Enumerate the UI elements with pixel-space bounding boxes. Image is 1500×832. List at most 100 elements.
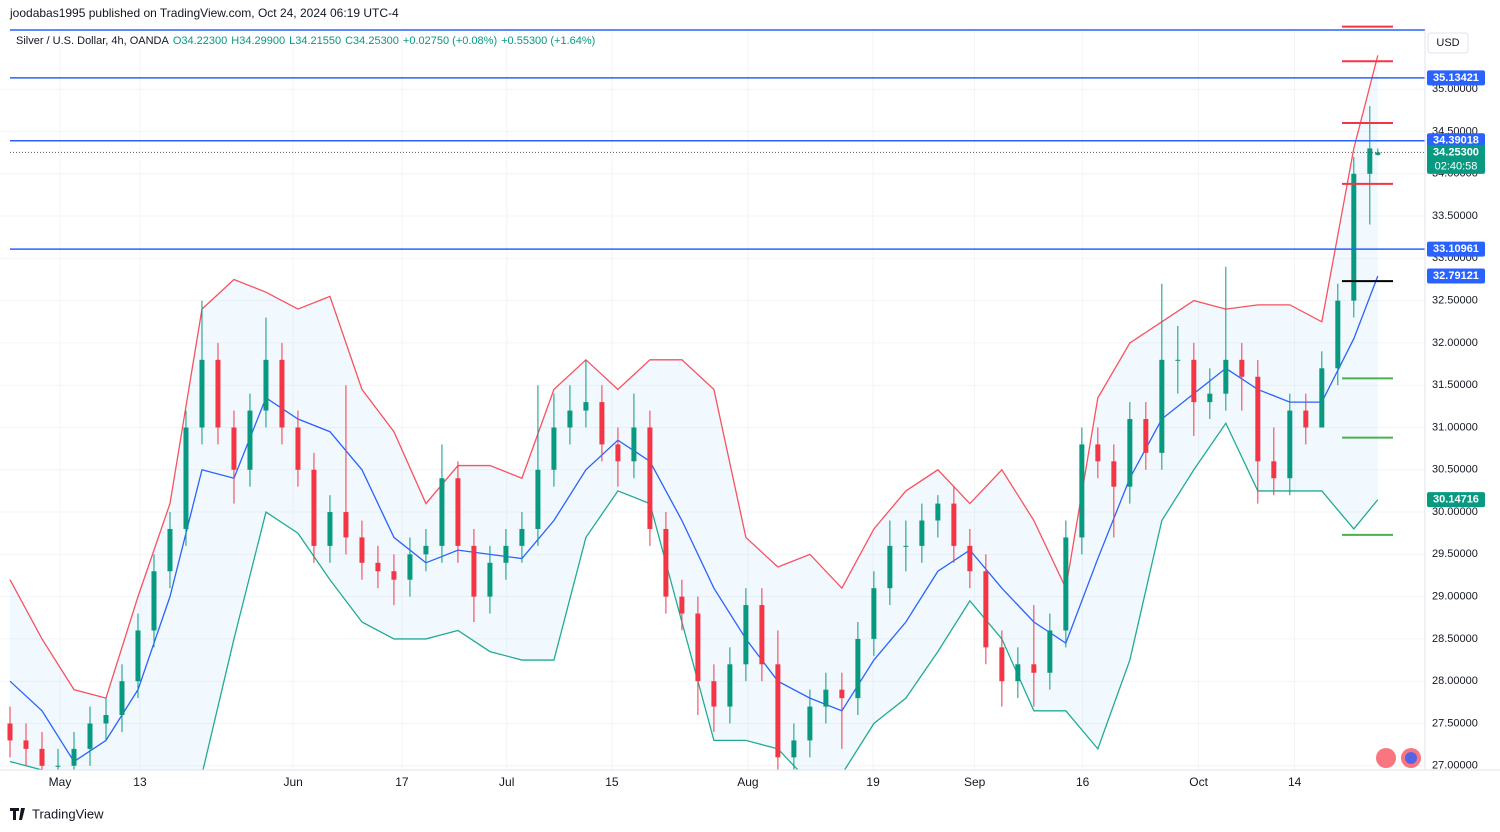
legend-item: +0.55300 (+1.64%): [501, 35, 595, 47]
candle-body: [1335, 300, 1341, 369]
y-tick-label: 30.00000: [1432, 506, 1478, 518]
candle-body: [487, 562, 493, 597]
y-tick-label: 35.00000: [1432, 83, 1478, 95]
candle-body: [23, 740, 29, 749]
price-label-box: [1427, 133, 1485, 149]
candle-body: [375, 562, 381, 572]
candle-body: [391, 571, 397, 580]
plot: [0, 30, 1425, 770]
candle-body: [535, 469, 541, 529]
candle-body: [135, 630, 141, 682]
flag-icon[interactable]: [1376, 748, 1396, 768]
candle-body: [503, 545, 509, 563]
price-label-box: [1427, 268, 1485, 284]
y-tick-label: 28.50000: [1432, 633, 1478, 645]
price-label: 34.39018: [1433, 135, 1479, 147]
x-tick-label: 16: [1076, 775, 1090, 789]
candle-body: [615, 444, 621, 462]
legend-item: C34.25300: [345, 35, 399, 47]
candle-body: [1111, 461, 1117, 487]
candle-body: [519, 528, 525, 546]
candle-body: [1351, 173, 1357, 301]
flag-icon: [1405, 752, 1417, 764]
candle-body: [855, 638, 861, 699]
candle-body: [983, 571, 989, 648]
candle-body: [151, 571, 157, 631]
candle-body: [1127, 419, 1133, 487]
candle-body: [1207, 393, 1213, 403]
candle-body: [359, 537, 365, 563]
candle-body: [647, 427, 653, 529]
y-tick-label: 30.50000: [1432, 464, 1478, 476]
candle-body: [807, 706, 813, 741]
x-tick-label: Sep: [964, 775, 986, 789]
currency-box[interactable]: [1427, 32, 1469, 54]
y-tick-label: 27.50000: [1432, 717, 1478, 729]
candle-body: [1031, 664, 1037, 673]
candle-body: [167, 528, 173, 572]
legend-item: H34.29900: [231, 35, 285, 47]
candle-body: [471, 545, 477, 597]
candle-body: [1367, 148, 1373, 174]
y-tick-label: 33.50000: [1432, 210, 1478, 222]
legend-item: L34.21550: [289, 35, 341, 47]
candle-body: [823, 689, 829, 707]
candle-body: [455, 478, 461, 546]
candle-body: [119, 681, 125, 716]
candle-body: [295, 427, 301, 470]
price-label-box: [1427, 70, 1485, 86]
candle-body: [71, 748, 77, 766]
candle-body: [1223, 359, 1229, 394]
y-tick-label: 32.00000: [1432, 337, 1478, 349]
y-tick-label: 32.50000: [1432, 295, 1478, 307]
y-tick-label: 27.00000: [1432, 760, 1478, 772]
x-tick-label: 14: [1288, 775, 1302, 789]
candle-body: [279, 359, 285, 428]
candle-body: [599, 402, 605, 445]
candle-body: [87, 723, 93, 749]
legend: Silver / U.S. Dollar, 4h, OANDA O34.22300…: [16, 35, 595, 47]
band-fill: [10, 55, 1378, 770]
candle-body: [551, 427, 557, 470]
candle-body: [1063, 537, 1069, 631]
candle-body: [775, 664, 781, 758]
candle-body: [631, 427, 637, 462]
candle-body: [919, 520, 925, 546]
candle-body: [7, 723, 13, 741]
candle-body: [183, 427, 189, 529]
candle-body: [887, 545, 893, 589]
candle-body: [727, 664, 733, 707]
y-tick-label: 29.00000: [1432, 591, 1478, 603]
candle-body: [871, 588, 877, 639]
x-tick-label: Aug: [737, 775, 758, 789]
x-tick-label: 13: [133, 775, 147, 789]
currency[interactable]: USD: [1436, 37, 1459, 49]
candle-body: [663, 528, 669, 597]
header: joodabas1995 published on TradingView.co…: [9, 6, 399, 20]
candle-body: [567, 410, 573, 428]
price-label-box: [1427, 492, 1485, 508]
candle-body: [1047, 630, 1053, 673]
candle-body: [1095, 444, 1101, 462]
y-tick-label: 28.00000: [1432, 675, 1478, 687]
band-line: [9, 275, 1379, 763]
band-line: [9, 55, 1379, 699]
candle-body: [791, 740, 797, 758]
candle-body: [1143, 419, 1149, 453]
candle-body: [583, 402, 589, 411]
candle-body: [951, 503, 957, 546]
candle-body: [1079, 444, 1085, 538]
candle-body: [695, 613, 701, 682]
countdown: 02:40:58: [1435, 160, 1478, 172]
candle-body: [1375, 152, 1381, 155]
candle-body: [343, 512, 349, 538]
price-label: 30.14716: [1433, 494, 1479, 506]
price-label: 32.79121: [1433, 270, 1479, 282]
price-label-box: [1427, 241, 1485, 257]
last-price-box: [1427, 144, 1485, 174]
candle-body: [55, 765, 61, 767]
candle-body: [711, 681, 717, 707]
candle-body: [1015, 664, 1021, 682]
candle-body: [439, 478, 445, 546]
